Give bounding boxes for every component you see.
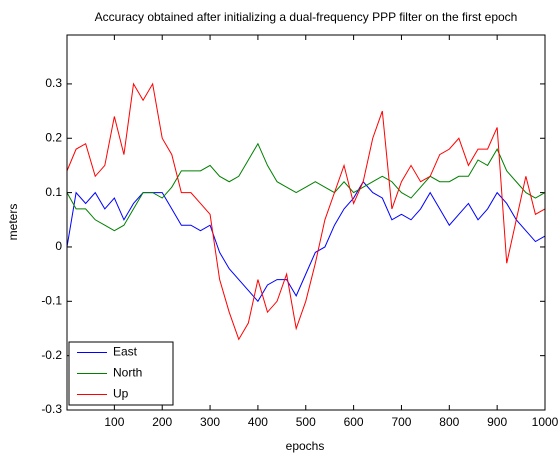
legend-label: East <box>113 345 138 359</box>
legend-label: Up <box>113 387 129 401</box>
data-line <box>66 82 546 341</box>
x-tick-label: 600 <box>344 415 364 429</box>
y-tick-label: -0.2 <box>41 348 62 362</box>
x-tick-label: 300 <box>200 415 220 429</box>
chart-title: Accuracy obtained after initializing a d… <box>95 10 518 24</box>
y-tick-label: 0.1 <box>45 185 62 199</box>
y-tick-label: 0.3 <box>45 76 62 90</box>
y-axis-label: meters <box>6 204 20 241</box>
x-tick-label: 700 <box>391 415 411 429</box>
x-tick-label: 500 <box>296 415 316 429</box>
x-tick-label: 400 <box>248 415 268 429</box>
data-line <box>66 142 546 232</box>
plot-frame <box>66 34 546 411</box>
x-tick-label: 800 <box>439 415 459 429</box>
y-tick-label: -0.3 <box>41 402 62 416</box>
y-tick-label: 0.2 <box>45 130 62 144</box>
y-tick-label: 0 <box>55 239 62 253</box>
x-axis-label: epochs <box>286 439 325 453</box>
y-tick-label: -0.1 <box>41 293 62 307</box>
x-tick-label: 1000 <box>532 415 558 429</box>
x-tick-label: 200 <box>152 415 172 429</box>
legend-label: North <box>113 366 142 380</box>
x-tick-label: 100 <box>104 415 124 429</box>
x-tick-label: 900 <box>487 415 507 429</box>
